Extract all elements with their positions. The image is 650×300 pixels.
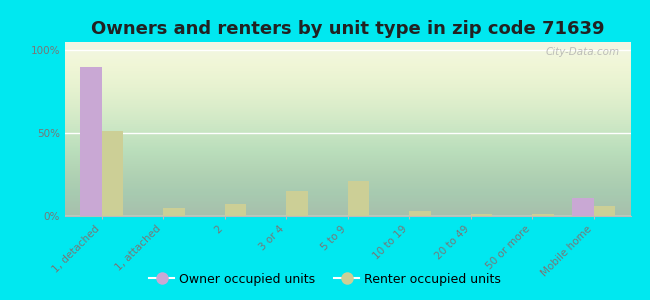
Bar (163, 208, 185, 216)
Bar (225, 204, 246, 216)
Text: City-Data.com: City-Data.com (545, 47, 619, 57)
Bar (410, 211, 431, 216)
Title: Owners and renters by unit type in zip code 71639: Owners and renters by unit type in zip c… (91, 20, 604, 38)
Bar (102, 131, 124, 216)
Bar (348, 181, 369, 216)
Legend: Owner occupied units, Renter occupied units: Owner occupied units, Renter occupied un… (144, 268, 506, 291)
Bar (286, 191, 308, 216)
Bar (532, 214, 554, 216)
Bar (572, 198, 593, 216)
Bar (81, 67, 102, 216)
Bar (471, 214, 492, 216)
Bar (593, 206, 615, 216)
